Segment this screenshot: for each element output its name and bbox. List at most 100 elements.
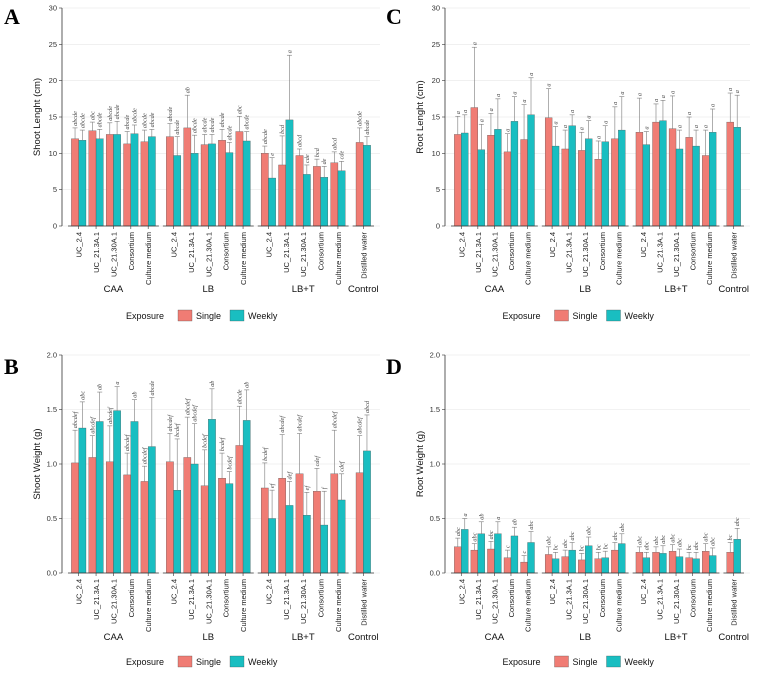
legend-title: Exposure [503, 657, 541, 667]
bar-single [235, 131, 244, 227]
x-tick-label: Consortium [127, 579, 136, 617]
bar-weekly [148, 136, 156, 227]
x-tick-label: Culture medium [524, 579, 533, 632]
significance-label: bcd [279, 124, 286, 134]
x-tick-label: UC_2.4 [639, 579, 648, 604]
legend: Exposure Single Weekly [126, 309, 278, 322]
legend-swatch-weekly [606, 655, 621, 668]
bar-single [487, 548, 495, 574]
legend-swatch-single [554, 655, 569, 668]
bar-weekly [461, 529, 469, 574]
significance-label: abcde [244, 115, 251, 130]
significance-label: abc [455, 527, 462, 536]
bar-weekly [225, 152, 234, 227]
group-label: CAA [104, 284, 124, 295]
significance-label: a [114, 382, 121, 385]
panel-letter: D [386, 354, 402, 379]
x-tick-label: Distilled water [730, 232, 739, 279]
x-tick-label: UC_21.30A.1 [299, 579, 308, 624]
bar-single [520, 561, 528, 574]
significance-label: a [612, 102, 619, 105]
legend-title: Exposure [126, 657, 164, 667]
y-tick-label: 20 [49, 76, 57, 85]
y-tick-label: 0 [436, 222, 440, 231]
significance-label: abcde [79, 113, 86, 128]
bar-single [71, 462, 79, 574]
significance-label: a [595, 136, 602, 139]
bar-single [260, 153, 269, 227]
y-tick-label: 20 [432, 76, 440, 85]
bar-weekly [692, 558, 700, 574]
x-tick-label: UC_21.3A.1 [565, 232, 574, 273]
significance-label: a [495, 94, 502, 97]
significance-label: abc [643, 541, 650, 550]
x-tick-label: Consortium [317, 579, 326, 617]
bar-weekly [527, 542, 535, 574]
x-tick-label: UC_21.3A.1 [474, 232, 483, 273]
y-tick-label: 1.0 [430, 460, 440, 469]
x-tick-label: UC_21.30A.1 [490, 232, 499, 277]
group-caa: abcaUC_2.4abcabUC_21.3A.1abcaUC_21.30A.1… [451, 513, 538, 643]
panel-letter: C [386, 4, 402, 29]
significance-label: bcdef [174, 422, 181, 437]
bar-single [544, 117, 553, 227]
significance-label: c [521, 551, 528, 554]
significance-label: abcde [72, 111, 79, 126]
significance-label: abcd [364, 400, 371, 413]
y-tick-label: 2.0 [430, 351, 440, 360]
x-tick-label: Culture medium [239, 232, 248, 285]
group-control: bc abc Distilled water Control [718, 517, 749, 643]
bar-weekly [601, 141, 609, 227]
legend-swatch-weekly [606, 309, 621, 322]
y-tick-label: 25 [49, 40, 57, 49]
y-tick-label: 10 [432, 149, 440, 158]
significance-label: abcdef [142, 446, 149, 464]
bar-weekly [173, 490, 182, 574]
bar-single [685, 137, 693, 227]
bar-weekly [320, 524, 329, 574]
x-tick-label: UC_21.30A.1 [204, 232, 213, 277]
significance-label: abcde [142, 113, 149, 128]
x-tick-label: UC_21.30A.1 [109, 579, 118, 624]
significance-label: abcdef [89, 416, 96, 434]
bar-weekly [477, 149, 485, 227]
significance-label: ab [244, 382, 251, 388]
bar-weekly [208, 419, 216, 574]
significance-label: a [488, 108, 495, 111]
significance-label: abcdef [297, 414, 304, 432]
significance-label: abcdef [124, 433, 131, 451]
significance-label: a [710, 104, 717, 107]
bar-weekly [225, 483, 234, 574]
bar-weekly [363, 450, 371, 574]
y-tick-label: 5 [436, 185, 440, 194]
y-tick-label: 25 [432, 40, 440, 49]
significance-label: abcdef [167, 414, 174, 432]
x-tick-label: Consortium [598, 579, 607, 617]
group-control: aa Distilled water Control [718, 88, 749, 295]
legend-title: Exposure [503, 311, 541, 321]
y-tick-label: 15 [49, 113, 57, 122]
x-tick-label: UC_21.3A.1 [655, 579, 664, 620]
group-lb-t: bcdef ef UC_2.4 abcdef def UC_21.3A.1 abcdef ef… [257, 410, 349, 643]
x-tick-label: UC_2.4 [75, 579, 84, 604]
significance-label: abc [660, 535, 667, 544]
group-caa: abcdef abc UC_2.4 abcdef ab UC_21.3A.1 abcdef a… [68, 380, 159, 643]
bar-weekly [285, 505, 294, 574]
legend-swatch-single [554, 309, 569, 322]
bar-single [702, 551, 710, 574]
y-tick-label: 15 [432, 113, 440, 122]
significance-label: ab [184, 87, 191, 93]
bar-weekly [585, 138, 593, 227]
x-tick-label: Culture medium [144, 232, 153, 285]
significance-label: bcd [314, 147, 321, 157]
bar-weekly [601, 557, 609, 574]
significance-label: abcdef [331, 410, 338, 428]
bar-single [685, 557, 693, 574]
bar-single [668, 551, 677, 574]
